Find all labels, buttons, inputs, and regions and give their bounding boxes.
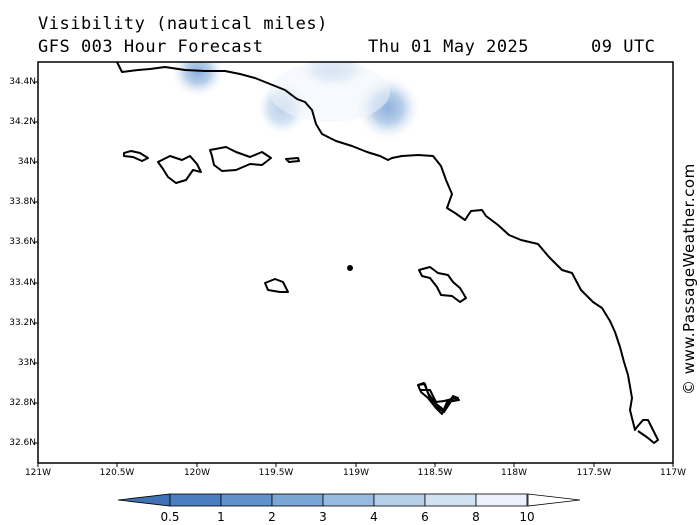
forecast-date: Thu 01 May 2025: [368, 37, 530, 57]
colorbar-label: 2: [268, 510, 276, 524]
colorbar-cell: [424, 493, 477, 507]
colorbar-low-arrow: [117, 493, 171, 507]
colorbar-label: 1: [217, 510, 225, 524]
colorbar-cell: [475, 493, 528, 507]
site-credit: © www.PassageWeather.com: [680, 163, 698, 395]
lon-label: 117W: [659, 468, 687, 478]
lat-label: 33.8N: [9, 197, 36, 207]
lon-label: 121W: [24, 468, 52, 478]
colorbar-cell: [322, 493, 375, 507]
lon-label: 120W: [183, 468, 211, 478]
colorbar-label: 0.5: [160, 510, 180, 524]
lon-label: 120.5W: [99, 468, 135, 478]
lon-label: 119W: [342, 468, 370, 478]
colorbar-high-arrow: [527, 493, 581, 507]
colorbar-cell: [271, 493, 324, 507]
coastline: [116, 62, 659, 444]
axis-ticks: [34, 81, 674, 467]
lat-label: 32.8N: [9, 398, 36, 408]
lon-label: 118.5W: [417, 468, 453, 478]
lon-label: 119.5W: [258, 468, 294, 478]
lat-label: 34.2N: [9, 117, 36, 127]
island-marker: [347, 265, 353, 271]
colorbar-label: 4: [370, 510, 378, 524]
colorbar: [117, 493, 581, 507]
colorbar-cell: [373, 493, 426, 507]
colorbar-label: 10: [519, 510, 535, 524]
lat-label: 34N: [17, 157, 36, 167]
forecast-subtitle: GFS 003 Hour Forecast: [38, 37, 264, 57]
colorbar-label: 8: [472, 510, 480, 524]
lat-label: 33N: [17, 358, 36, 368]
lon-label: 117.5W: [576, 468, 612, 478]
lat-label: 33.2N: [9, 318, 36, 328]
colorbar-label: 3: [319, 510, 327, 524]
map-frame: [37, 61, 674, 464]
colorbar-cell: [220, 493, 273, 507]
forecast-time: 09 UTC: [591, 37, 656, 57]
lat-label: 33.4N: [9, 278, 36, 288]
lat-label: 34.4N: [9, 77, 36, 87]
map-title: Visibility (nautical miles): [38, 14, 328, 34]
lon-label: 118W: [500, 468, 528, 478]
lat-label: 32.6N: [9, 438, 36, 448]
colorbar-cell: [169, 493, 222, 507]
visibility-shading: [170, 62, 422, 142]
lat-label: 33.6N: [9, 237, 36, 247]
colorbar-label: 6: [421, 510, 429, 524]
